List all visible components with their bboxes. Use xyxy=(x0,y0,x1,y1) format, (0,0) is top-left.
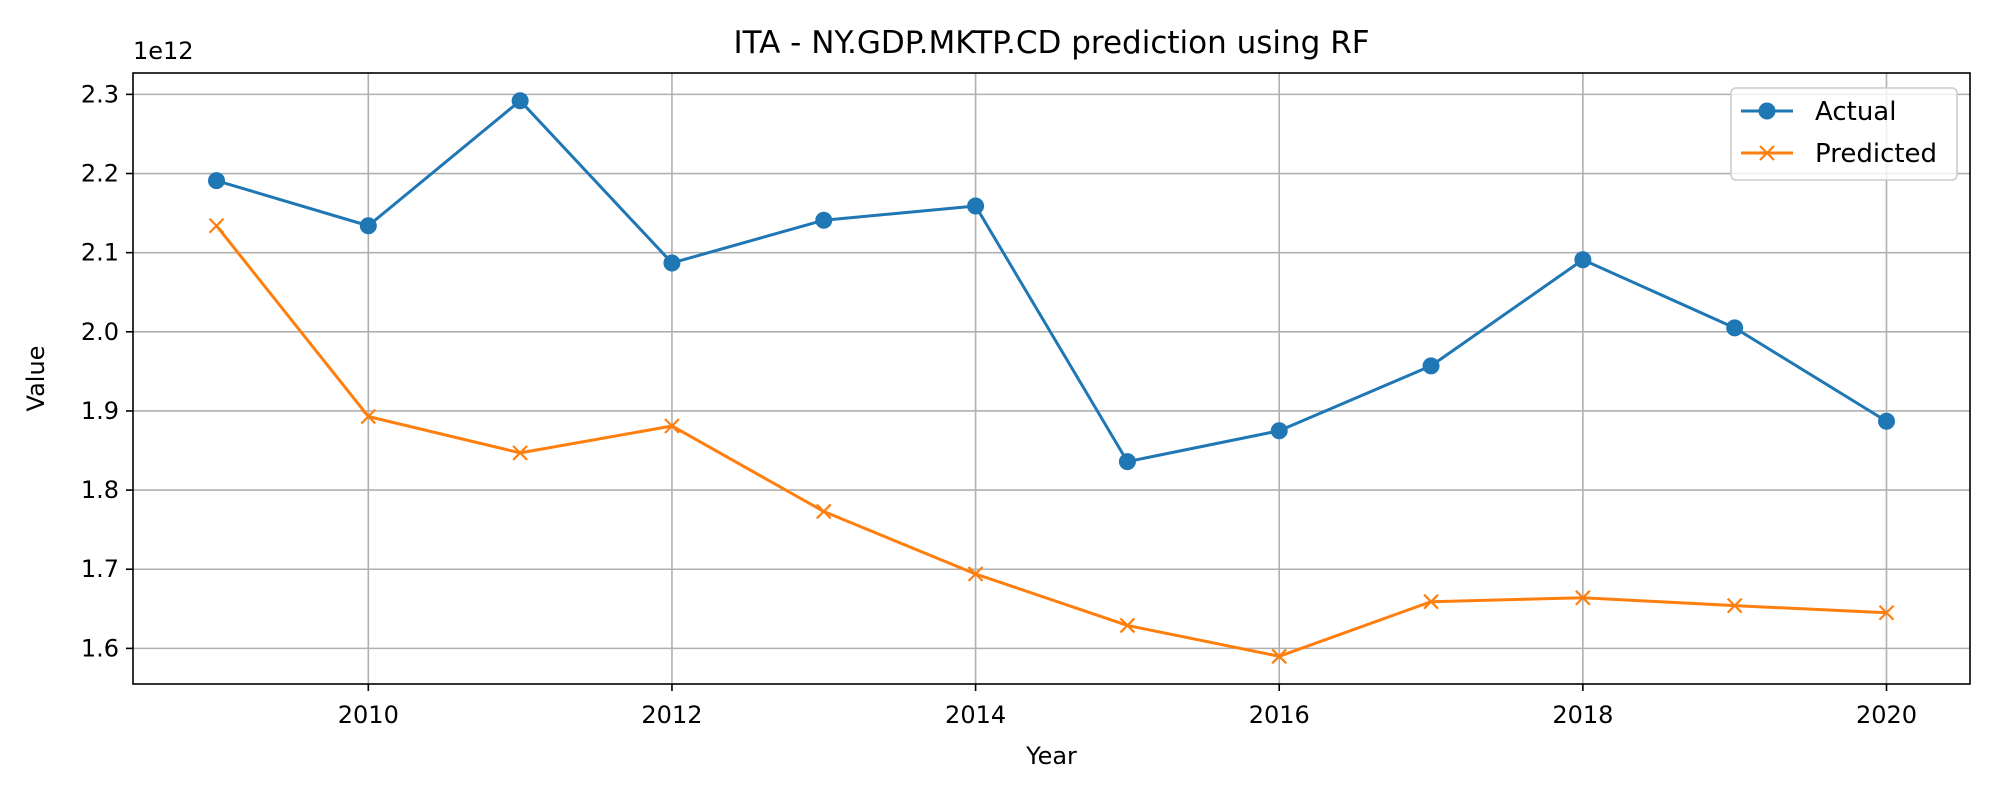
data-point-predicted xyxy=(1119,617,1136,634)
data-point-predicted xyxy=(1271,648,1288,665)
data-point-predicted xyxy=(664,418,680,434)
y-tick-label: 1.7 xyxy=(81,555,119,583)
legend-marker-predicted xyxy=(1759,145,1775,161)
data-point-predicted xyxy=(208,217,225,234)
data-point-actual xyxy=(1878,412,1895,430)
y-tick-label: 2.1 xyxy=(81,239,119,267)
data-point-actual xyxy=(1574,251,1592,269)
data-point-actual xyxy=(1422,357,1440,375)
data-point-actual xyxy=(1270,422,1288,440)
data-point-actual xyxy=(663,254,681,272)
series-line-predicted xyxy=(215,224,1887,658)
series-predicted xyxy=(208,217,1895,665)
x-tick-label: 2012 xyxy=(641,701,702,729)
y-axis-offset-text: 1e12 xyxy=(133,37,194,65)
y-tick-label: 2.0 xyxy=(81,318,119,346)
axes: 2010 2012 2014 2016 2018 2020 1.6 1.7 1.8 1.9 2.0 2… xyxy=(81,80,1917,729)
x-tick-label: 2018 xyxy=(1552,701,1613,729)
data-point-predicted xyxy=(815,503,832,520)
x-tick-label: 2014 xyxy=(945,701,1006,729)
series-layer xyxy=(208,92,1895,665)
y-tick-label: 1.8 xyxy=(81,476,119,504)
data-point-predicted xyxy=(1878,604,1895,621)
series-actual xyxy=(208,92,1895,471)
legend: Actual Predicted xyxy=(1730,87,1958,181)
plot-frame xyxy=(132,72,1971,685)
x-tick-label: 2016 xyxy=(1249,701,1310,729)
data-point-predicted xyxy=(360,408,377,425)
y-axis-label: Value xyxy=(22,346,50,412)
legend-item-predicted: Predicted xyxy=(1741,139,1937,169)
data-point-actual xyxy=(208,172,225,190)
y-tick-label: 2.2 xyxy=(81,160,119,188)
legend-label-predicted: Predicted xyxy=(1815,139,1937,169)
data-point-actual xyxy=(815,211,833,229)
legend-marker-actual xyxy=(1758,102,1776,120)
x-tick-label: 2020 xyxy=(1856,701,1917,729)
data-point-predicted xyxy=(1726,597,1743,614)
data-point-actual xyxy=(967,197,985,215)
data-point-actual xyxy=(1726,319,1744,337)
data-point-predicted xyxy=(1575,589,1591,606)
data-point-actual xyxy=(511,92,529,110)
series-line-actual xyxy=(216,99,1888,464)
y-tick-label: 2.3 xyxy=(81,80,119,108)
chart-title: ITA - NY.GDP.MKTP.CD prediction using RF xyxy=(733,25,1369,61)
data-point-actual xyxy=(1118,453,1136,471)
x-axis-label: Year xyxy=(1025,742,1077,770)
data-point-predicted xyxy=(512,445,528,461)
y-tick-label: 1.6 xyxy=(81,634,119,662)
data-point-predicted xyxy=(967,566,984,582)
data-point-actual xyxy=(359,217,377,235)
legend-item-actual: Actual xyxy=(1741,97,1896,127)
data-point-predicted xyxy=(1423,593,1439,610)
y-tick-label: 1.9 xyxy=(81,397,119,425)
x-tick-label: 2010 xyxy=(338,701,399,729)
legend-label-actual: Actual xyxy=(1815,97,1896,127)
